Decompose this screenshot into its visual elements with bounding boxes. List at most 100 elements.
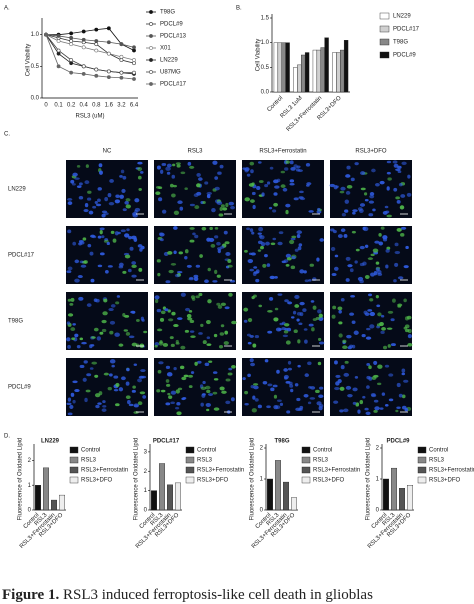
cell — [216, 201, 223, 205]
cell — [213, 378, 219, 381]
cell — [293, 197, 299, 201]
cell — [297, 364, 301, 368]
cell — [205, 320, 211, 325]
cell — [364, 275, 370, 280]
x-tick-label: RSL3+Ferrostatin — [286, 95, 324, 133]
cell — [110, 304, 116, 308]
cell — [179, 365, 185, 370]
cell — [249, 228, 254, 233]
cell — [176, 402, 181, 406]
cell — [400, 233, 405, 237]
cell — [364, 244, 369, 248]
cell — [285, 263, 290, 267]
cell — [214, 186, 220, 191]
cell — [171, 311, 176, 316]
cell — [84, 203, 89, 208]
cell — [297, 246, 302, 251]
cell — [272, 384, 278, 388]
cell — [214, 227, 219, 230]
cell — [170, 343, 175, 348]
cell — [189, 203, 196, 207]
cell — [165, 402, 171, 406]
cell — [396, 199, 401, 204]
cell — [299, 312, 304, 317]
cell — [71, 183, 76, 186]
cell — [91, 361, 98, 365]
cell — [386, 327, 393, 330]
x-tick-label: 3.2 — [117, 103, 126, 109]
cell — [95, 203, 102, 207]
cell — [213, 333, 218, 338]
cell — [262, 263, 267, 268]
cell — [319, 386, 324, 390]
legend-swatch — [69, 476, 79, 484]
cell — [335, 374, 341, 378]
cell — [78, 240, 84, 243]
cell — [357, 276, 364, 281]
cell — [190, 371, 195, 374]
x-tick-label: 0 — [44, 103, 48, 109]
cell — [394, 250, 401, 255]
cell — [89, 251, 94, 256]
row-label: PDCL#9 — [8, 385, 31, 391]
cell — [319, 238, 325, 242]
cell — [103, 372, 109, 376]
cell — [283, 368, 288, 372]
cell — [131, 389, 136, 393]
y-tick-label: 1 — [144, 488, 148, 494]
cell — [220, 302, 227, 306]
cell — [290, 237, 296, 241]
legend-label: RSL3 — [81, 458, 97, 464]
cell — [198, 292, 203, 297]
cell — [343, 234, 348, 238]
cell — [305, 163, 311, 167]
cell — [169, 336, 174, 340]
bar — [59, 494, 66, 511]
cell — [139, 391, 146, 395]
cell — [219, 332, 225, 336]
cell — [70, 297, 75, 302]
cell — [66, 270, 72, 274]
cell — [373, 409, 378, 413]
cell — [141, 318, 145, 322]
cell — [366, 375, 371, 380]
cell — [103, 212, 109, 216]
legend-marker — [149, 22, 153, 26]
cell — [121, 188, 126, 194]
micrograph-bg — [66, 292, 148, 350]
cell — [195, 295, 200, 299]
micrograph — [330, 292, 413, 350]
y-tick-label: 1 — [260, 477, 264, 483]
cell — [294, 383, 299, 387]
cell — [167, 392, 171, 396]
cell — [373, 399, 379, 403]
cell — [258, 180, 264, 183]
cell — [208, 360, 213, 363]
cell — [394, 242, 399, 247]
cell — [243, 307, 249, 312]
cell — [312, 305, 317, 310]
cell — [331, 272, 337, 277]
cell — [277, 241, 283, 246]
cell — [224, 306, 230, 310]
cell — [359, 203, 366, 207]
legend-swatch — [301, 456, 311, 464]
cell — [270, 242, 276, 246]
cell — [304, 339, 308, 344]
cell — [177, 387, 183, 391]
cell — [69, 404, 74, 410]
cell — [177, 270, 183, 274]
cell — [134, 198, 140, 203]
cell — [296, 318, 300, 322]
data-point — [69, 31, 74, 36]
cell — [67, 229, 72, 234]
cell — [339, 386, 345, 391]
cell — [85, 164, 89, 168]
cell — [333, 185, 338, 190]
cell — [113, 388, 119, 392]
cell — [366, 327, 371, 331]
cell — [101, 328, 107, 333]
y-tick-label: 2 — [144, 469, 148, 475]
legend-label: RSL3 — [429, 458, 445, 464]
cell — [289, 179, 295, 183]
